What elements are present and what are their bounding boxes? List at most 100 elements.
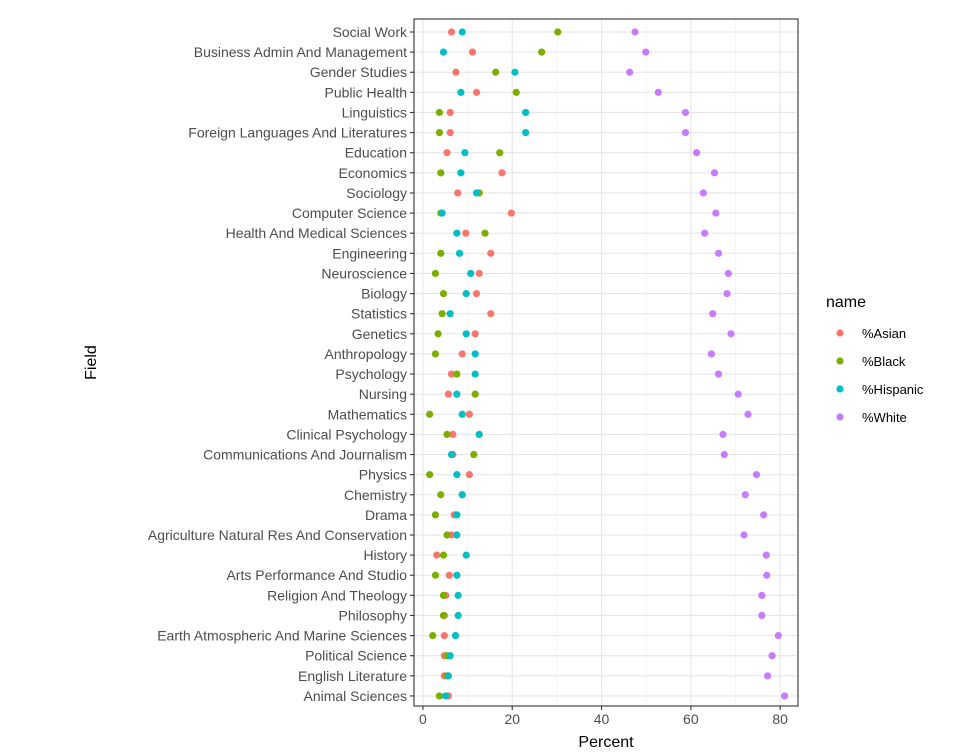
series-pct-hispanic xyxy=(438,28,530,700)
data-point xyxy=(437,169,445,177)
data-point xyxy=(764,672,772,680)
y-tick-label: Physics xyxy=(359,467,407,483)
legend-label: %White xyxy=(862,410,907,425)
data-point xyxy=(467,269,475,278)
data-point xyxy=(462,229,470,237)
data-point xyxy=(447,450,456,459)
y-tick-label: Social Work xyxy=(333,24,408,40)
data-point xyxy=(522,108,530,117)
data-point xyxy=(446,108,454,117)
data-point xyxy=(439,611,448,620)
data-point xyxy=(445,571,453,579)
data-point xyxy=(631,28,639,36)
data-point xyxy=(752,471,761,479)
x-tick-label: 20 xyxy=(504,711,520,727)
data-point xyxy=(512,88,520,96)
y-tick-label: Mathematics xyxy=(328,406,407,422)
legend-key xyxy=(836,413,844,421)
data-point xyxy=(457,88,465,96)
data-point xyxy=(768,652,776,660)
data-point xyxy=(760,511,768,519)
data-point xyxy=(734,390,742,398)
x-axis: 0 20 40 60 80 xyxy=(419,706,788,727)
data-point xyxy=(442,692,450,700)
data-point xyxy=(447,370,456,378)
data-point xyxy=(498,169,506,177)
y-tick-label: Psychology xyxy=(335,366,407,382)
data-point xyxy=(431,269,440,278)
data-point xyxy=(439,48,448,56)
data-point xyxy=(522,129,530,137)
data-point xyxy=(434,330,442,338)
data-point xyxy=(461,149,469,157)
data-point xyxy=(440,632,448,640)
y-tick-label: Sociology xyxy=(346,185,407,201)
data-point xyxy=(471,370,479,378)
y-tick-label: Business Admin And Management xyxy=(194,44,407,60)
data-point xyxy=(444,672,452,680)
x-tick-label: 60 xyxy=(683,711,699,727)
data-point xyxy=(443,430,451,438)
y-tick-label: Religion And Theology xyxy=(267,587,407,603)
y-axis: Social Work Business Admin And Management… xyxy=(148,24,414,704)
data-point xyxy=(762,551,770,559)
series-pct-asian xyxy=(433,28,515,700)
legend-key xyxy=(836,329,844,337)
data-point xyxy=(462,330,470,338)
data-point xyxy=(487,310,495,318)
data-point xyxy=(443,149,451,157)
y-tick-label: Drama xyxy=(365,507,407,523)
y-tick-label: Biology xyxy=(361,286,407,302)
data-point xyxy=(626,68,634,76)
data-point xyxy=(454,611,462,620)
data-point xyxy=(740,531,748,539)
data-point xyxy=(699,189,707,197)
data-point xyxy=(554,28,562,36)
y-tick-label: Engineering xyxy=(332,245,407,261)
y-tick-label: Clinical Psychology xyxy=(286,426,407,442)
y-tick-label: Philosophy xyxy=(339,607,408,623)
data-point xyxy=(475,269,483,278)
data-point xyxy=(438,310,446,318)
data-point xyxy=(642,48,650,56)
y-tick-label: Neuroscience xyxy=(321,265,407,281)
data-point xyxy=(720,450,728,459)
y-tick-label: Linguistics xyxy=(342,104,407,120)
y-tick-label: Arts Performance And Studio xyxy=(226,567,407,583)
data-point xyxy=(435,129,444,137)
legend-key xyxy=(836,357,844,365)
data-point xyxy=(443,531,451,539)
data-point xyxy=(449,430,457,438)
data-point xyxy=(458,350,466,358)
y-tick-label: Genetics xyxy=(352,326,407,342)
data-point xyxy=(452,68,460,76)
data-point xyxy=(701,229,709,237)
data-points xyxy=(426,28,789,700)
y-tick-label: Economics xyxy=(339,165,407,181)
legend-items: %Asian %Black %Hispanic %White xyxy=(836,326,924,425)
legend-label: %Hispanic xyxy=(862,382,924,397)
data-point xyxy=(429,632,437,640)
y-tick-label: Health And Medical Sciences xyxy=(226,225,407,241)
y-tick-label: Nursing xyxy=(359,386,407,402)
y-tick-label: Political Science xyxy=(305,648,407,664)
y-tick-label: Foreign Languages And Literatures xyxy=(188,125,407,141)
series-pct-white xyxy=(626,28,789,700)
data-point xyxy=(496,149,504,157)
y-tick-label: Gender Studies xyxy=(310,64,407,80)
data-point xyxy=(426,410,434,418)
data-point xyxy=(471,390,479,398)
data-point xyxy=(453,370,461,378)
y-tick-label: Anthropology xyxy=(324,346,407,362)
data-point xyxy=(470,450,478,459)
data-point xyxy=(446,129,454,137)
data-point xyxy=(654,88,662,96)
data-point xyxy=(435,692,444,700)
y-tick-label: Public Health xyxy=(325,84,408,100)
grid-lines xyxy=(414,19,798,706)
data-point xyxy=(439,591,448,599)
data-point xyxy=(431,350,440,358)
x-tick-label: 0 xyxy=(419,711,427,727)
plot-panel-border xyxy=(413,18,799,707)
